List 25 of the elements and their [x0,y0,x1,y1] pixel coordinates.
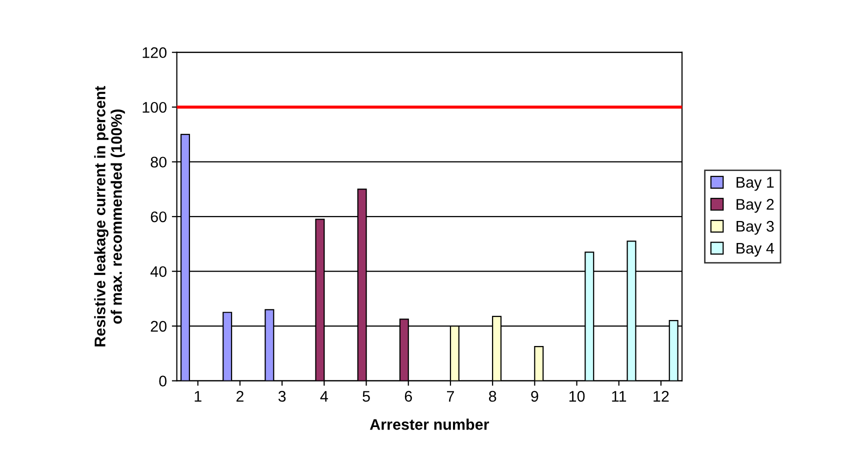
x-tick-label: 12 [654,390,669,402]
x-tick-label: 6 [404,390,412,402]
legend-label: Bay 2 [736,198,774,213]
y-tick-label: 20 [150,320,166,332]
x-tick-label: 4 [320,391,328,402]
legend-label: Bay 1 [736,177,774,191]
y-tick-label: 100 [142,102,167,113]
x-tick-label: 1 [194,391,202,402]
y-tick-label: 120 [142,47,167,58]
x-tick-label: 2 [236,390,244,402]
legend-label: Bay 3 [736,220,774,235]
x-tick-label: 11 [612,391,626,402]
x-tick-label: 10 [569,390,585,402]
x-tick-label: 8 [488,390,496,402]
legend-label: Bay 4 [736,243,774,257]
x-tick-label: 9 [531,390,538,402]
x-axis-title: Arrester number [370,418,490,430]
y-tick-label: 0 [159,376,166,386]
y-tick-label: 60 [150,211,166,222]
y-tick-label: 40 [150,266,166,278]
x-tick-label: 3 [278,390,286,402]
x-tick-label: 5 [362,391,370,402]
y-axis-title: Resistive leakage current in percent of max. recommended (100%) [94,86,125,346]
y-tick-label: 80 [150,156,166,168]
x-tick-label: 7 [447,391,454,402]
